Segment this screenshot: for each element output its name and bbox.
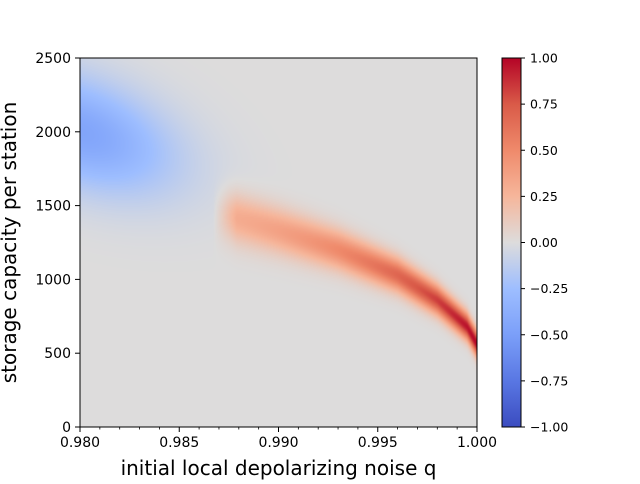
x-tick-label: 0.980: [60, 435, 100, 451]
x-tick-label: 0.990: [258, 435, 298, 451]
x-tick-label: 0.985: [159, 435, 199, 451]
colorbar-tick-label: 0.25: [530, 189, 558, 204]
colorbar-ticks: −1.00 −0.75 −0.50 −0.25 0.00 0.25 0.50 0.75 1.00: [521, 51, 568, 435]
colorbar: −1.00 −0.75 −0.50 −0.25 0.00 0.25 0.50 0.75 1.00: [501, 51, 568, 435]
y-tick-label: 2000: [35, 125, 71, 141]
heatmap-canvas: [80, 58, 477, 427]
colorbar-tick-label: −0.50: [530, 327, 568, 342]
y-tick-label: 500: [44, 346, 71, 362]
y-tick-label: 1000: [35, 272, 71, 288]
colorbar-tick-label: −1.00: [530, 420, 568, 435]
y-axis-label: storage capacity per station: [0, 102, 21, 384]
x-tick-label: 1.000: [457, 435, 497, 451]
y-tick-label: 0: [62, 420, 71, 436]
colorbar-tick-label: 0.75: [530, 97, 558, 112]
colorbar-gradient: [502, 58, 521, 427]
y-axis: 0 500 1000 1500 2000 2500: [35, 51, 80, 436]
x-axis-label: initial local depolarizing noise q: [121, 456, 437, 480]
colorbar-tick-label: −0.25: [530, 281, 568, 296]
y-tick-label: 2500: [35, 51, 71, 67]
colorbar-tick-label: 0.00: [530, 235, 558, 250]
y-tick-label: 1500: [35, 199, 71, 215]
colorbar-tick-label: 1.00: [530, 51, 558, 66]
colorbar-tick-label: −0.75: [530, 373, 568, 388]
plot-area: [79, 57, 478, 428]
colorbar-tick-label: 0.50: [530, 143, 558, 158]
x-tick-label: 0.995: [358, 435, 398, 451]
x-axis: 0.980 0.985 0.990 0.995 1.000: [60, 427, 497, 451]
